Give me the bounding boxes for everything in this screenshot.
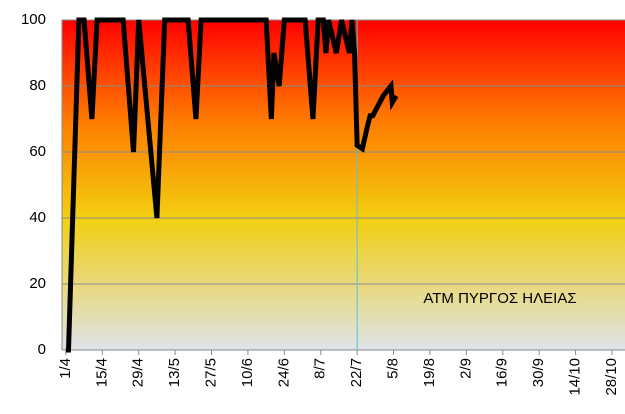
y-tick-label: 100 — [21, 11, 46, 28]
x-tick-label: 14/10 — [567, 358, 584, 396]
x-tick-label: 13/5 — [166, 358, 183, 387]
x-tick-label: 19/8 — [421, 358, 438, 387]
x-tick-label: 10/6 — [239, 358, 256, 387]
y-tick-label: 40 — [29, 209, 46, 226]
x-tick-label: 16/9 — [494, 358, 511, 387]
y-tick-label: 0 — [38, 341, 46, 358]
x-tick-label: 28/10 — [603, 358, 620, 396]
data-line — [65, 17, 399, 353]
annotation: ATM ΠΥΡΓΟΣ ΗΛΕΙΑΣ — [423, 290, 576, 307]
y-tick-label: 60 — [29, 143, 46, 160]
x-tick-label: 27/5 — [202, 358, 219, 387]
x-tick-label: 8/7 — [312, 358, 329, 379]
x-tick-label: 1/4 — [57, 358, 74, 379]
y-tick-label: 20 — [29, 275, 46, 292]
x-tick-label: 30/9 — [530, 358, 547, 387]
y-tick-label: 80 — [29, 77, 46, 94]
x-tick-label: 15/4 — [93, 358, 110, 387]
x-tick-label: 5/8 — [385, 358, 402, 379]
x-tick-label: 29/4 — [130, 358, 147, 387]
x-tick-label: 2/9 — [457, 358, 474, 379]
x-tick-label: 24/6 — [275, 358, 292, 387]
x-tick-label: 22/7 — [348, 358, 365, 387]
